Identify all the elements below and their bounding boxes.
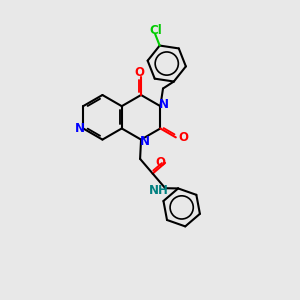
Text: O: O (135, 66, 145, 79)
Text: N: N (75, 122, 85, 135)
Text: O: O (178, 131, 188, 144)
Text: Cl: Cl (149, 24, 162, 37)
Text: N: N (159, 98, 169, 111)
Text: NH: NH (149, 184, 169, 197)
Text: N: N (140, 135, 150, 148)
Text: O: O (156, 156, 166, 170)
